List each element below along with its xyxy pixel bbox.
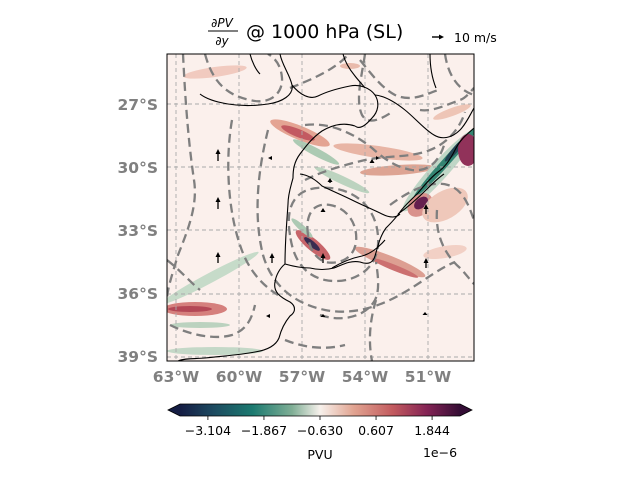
pv-anomaly-feature — [422, 187, 468, 223]
border-line — [199, 54, 293, 107]
gray-dashed-contours — [167, 54, 474, 361]
border-line — [299, 173, 401, 218]
map-panel — [167, 54, 474, 361]
wind-arrowhead — [422, 312, 428, 315]
coastal-lagoon — [397, 173, 445, 215]
pv-anomaly-feature — [167, 251, 259, 305]
title-denominator: ∂y — [215, 34, 229, 48]
pv-anomaly-feature — [354, 246, 426, 278]
pv-anomaly-feature — [458, 134, 474, 166]
lat-label: 33°S — [118, 222, 158, 240]
latitude-labels: 27°S 30°S 33°S 36°S 39°S — [118, 96, 158, 366]
title-text: @ 1000 hPa (SL) — [246, 21, 403, 43]
wind-arrow — [320, 253, 326, 263]
pv-anomaly-feature — [168, 306, 212, 312]
lat-label: 30°S — [118, 159, 158, 177]
pv-anomaly-feature — [281, 125, 315, 141]
wind-arrow — [269, 253, 275, 263]
colorbar-ticks: −3.104 −1.867 −0.630 0.607 1.844 — [185, 416, 450, 438]
pv-anomaly-feature — [314, 166, 370, 194]
border-line — [284, 123, 356, 265]
colorbar-extend-max — [460, 404, 472, 416]
quiver-key: 10 m/s — [432, 30, 497, 45]
longitude-labels: 63°W 60°W 57°W 54°W 51°W — [153, 368, 451, 386]
contour-line — [169, 304, 257, 339]
contour-line — [435, 209, 474, 285]
pv-anomaly-feature — [304, 237, 320, 251]
wind-arrowhead — [376, 156, 379, 160]
pv-anomaly-feature — [423, 244, 467, 260]
border-line — [429, 54, 437, 89]
border-line — [374, 94, 474, 139]
coastline — [177, 263, 296, 361]
wind-arrowhead — [266, 314, 270, 318]
colorbar-tick-label: 1.844 — [414, 423, 450, 438]
wind-arrow — [215, 197, 221, 209]
colorbar-tick-label: −1.867 — [241, 423, 287, 438]
contour-line — [389, 182, 474, 221]
contour-line — [359, 59, 439, 100]
contour-line — [289, 54, 349, 90]
contour-line — [227, 119, 279, 296]
wind-arrow — [215, 149, 221, 161]
pv-anomaly-feature — [167, 347, 263, 355]
colorbar-tick-label: 0.607 — [358, 423, 394, 438]
contour-line — [284, 338, 346, 349]
lon-label: 60°W — [216, 368, 262, 386]
plot-title: ∂PV ∂y @ 1000 hPa (SL) — [208, 16, 403, 48]
map-frame — [166, 53, 475, 362]
lon-label: 51°W — [405, 368, 451, 386]
colorbar-label: PVU — [307, 447, 332, 462]
colorbar-gradient — [180, 404, 460, 416]
wind-arrow — [327, 178, 333, 183]
lon-label: 54°W — [342, 368, 388, 386]
estuary-coastline — [331, 239, 386, 269]
contour-line — [167, 54, 196, 301]
wind-arrowhead — [320, 208, 326, 212]
wind-arrow — [215, 252, 221, 263]
colorbar-tick-label: −3.104 — [185, 423, 231, 438]
contour-line — [256, 129, 456, 313]
coastlines-and-borders — [177, 54, 474, 361]
contour-line — [306, 203, 358, 264]
contour-line — [368, 299, 378, 361]
pv-anomaly-feature — [433, 104, 471, 120]
lat-label: 27°S — [118, 96, 158, 114]
pv-anomaly-feature — [371, 258, 419, 278]
pv-anomaly-feature — [170, 322, 230, 328]
colorbar-exponent: 1e−6 — [423, 445, 457, 460]
wind-arrowhead — [268, 156, 272, 160]
wind-arrow — [423, 258, 429, 268]
lon-label: 57°W — [279, 368, 325, 386]
lat-label: 39°S — [118, 348, 158, 366]
border-line — [342, 54, 366, 89]
wind-vectors — [215, 149, 429, 318]
lon-label: 63°W — [153, 368, 199, 386]
wind-arrowhead — [369, 159, 375, 163]
colorbar-extend-min — [168, 404, 180, 416]
wind-arrow — [423, 204, 429, 214]
quiver-key-label: 10 m/s — [454, 30, 497, 45]
quiver-key-arrowhead — [439, 34, 444, 40]
pv-anomaly-feature — [183, 65, 247, 79]
contour-line — [304, 111, 467, 182]
contour-line — [357, 54, 393, 122]
colorbar-tick-label: −0.630 — [297, 423, 343, 438]
contour-line — [167, 259, 201, 291]
lat-label: 36°S — [118, 285, 158, 303]
contour-line — [304, 123, 447, 172]
colorbar-outline — [167, 403, 473, 417]
contour-line — [443, 54, 474, 97]
pv-anomaly-feature — [340, 63, 360, 69]
wind-arrowhead — [320, 314, 326, 317]
colorbar: −3.104 −1.867 −0.630 0.607 1.844 PVU 1e−6 — [167, 403, 473, 462]
border-line — [249, 54, 261, 75]
contour-line — [203, 54, 284, 103]
title-numerator: ∂PV — [211, 16, 233, 30]
pv-anomaly-feature — [292, 139, 340, 165]
coastline — [284, 127, 474, 271]
